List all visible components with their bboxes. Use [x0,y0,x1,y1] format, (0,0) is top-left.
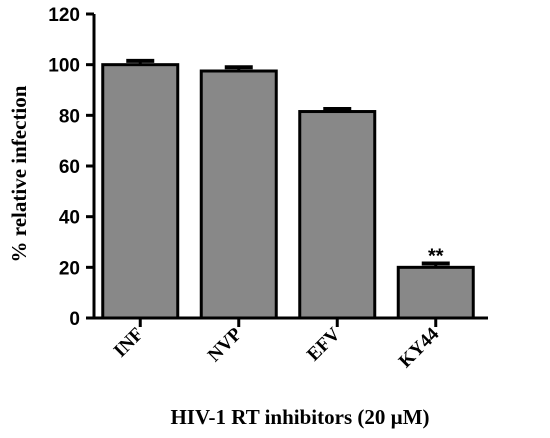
y-tick-label: 20 [59,258,80,279]
y-tick-label: 120 [48,5,80,26]
bar [101,63,180,320]
y-tick-label: 0 [69,309,80,330]
x-tick-label: INF [110,324,148,362]
significance-label: ** [428,246,444,268]
bar [298,110,377,320]
y-tick-label: 100 [48,56,80,77]
y-tick-label: 60 [59,157,80,178]
bar [199,69,278,320]
bar [396,265,475,320]
y-axis-ticks: 0 20 40 60 80 100 120 [48,5,94,330]
x-axis-title: HIV-1 RT inhibitors (20 µM) [170,405,429,429]
x-axis-ticks: INF NVP EFV KY44 [110,318,444,372]
x-tick-label: NVP [204,323,247,366]
y-tick-label: 80 [59,106,80,127]
bars: ** [101,58,475,320]
y-tick-label: 40 [59,208,80,229]
x-tick-label: EFV [303,323,345,365]
x-tick-label: KY44 [395,323,444,372]
y-axis-title: % relative infection [7,85,31,262]
